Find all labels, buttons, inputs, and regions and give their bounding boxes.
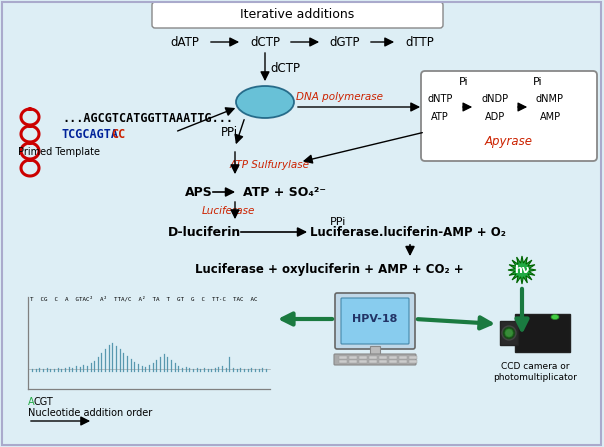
Text: dNTP: dNTP — [427, 94, 452, 104]
FancyBboxPatch shape — [421, 71, 597, 161]
FancyBboxPatch shape — [152, 2, 443, 28]
Bar — [399, 360, 407, 363]
Text: PPi: PPi — [330, 217, 346, 227]
Bar — [369, 360, 377, 363]
Text: dNMP: dNMP — [536, 94, 564, 104]
Text: CGT: CGT — [34, 397, 54, 407]
Text: D-luciferin: D-luciferin — [168, 225, 241, 239]
Text: Primed Template: Primed Template — [18, 147, 100, 157]
Text: CCD camera or
photomultiplicator: CCD camera or photomultiplicator — [493, 362, 577, 382]
Bar — [370, 346, 380, 354]
Text: dNDP: dNDP — [481, 94, 509, 104]
Ellipse shape — [551, 315, 559, 320]
Text: ADP: ADP — [485, 112, 505, 122]
Text: PPi: PPi — [221, 126, 238, 139]
Bar — [399, 356, 407, 359]
Text: dATP: dATP — [170, 35, 199, 49]
Text: dCTP: dCTP — [270, 63, 300, 76]
Ellipse shape — [236, 86, 294, 118]
Bar — [339, 356, 347, 359]
Text: dCTP: dCTP — [250, 35, 280, 49]
Bar — [379, 356, 387, 359]
Text: Apyrase: Apyrase — [485, 135, 533, 148]
FancyBboxPatch shape — [341, 298, 409, 344]
Bar — [379, 360, 387, 363]
Polygon shape — [508, 256, 536, 284]
Text: Pi: Pi — [533, 77, 543, 87]
Bar — [389, 360, 397, 363]
Text: CC: CC — [111, 128, 125, 142]
Text: AMP: AMP — [539, 112, 561, 122]
Ellipse shape — [505, 329, 513, 337]
Bar — [409, 360, 417, 363]
Text: Iterative additions: Iterative additions — [240, 8, 355, 21]
FancyBboxPatch shape — [334, 354, 416, 365]
Text: T  CG  C  A  GTAC²  A²  TTA/C  A²  TA  T  GT  G  C  TT·C  TAC  AC: T CG C A GTAC² A² TTA/C A² TA T GT G C T… — [30, 296, 257, 302]
Text: dGTP: dGTP — [330, 35, 360, 49]
Ellipse shape — [502, 326, 516, 340]
Bar — [515, 314, 570, 352]
Text: Pi: Pi — [459, 77, 469, 87]
Text: Luciferase + oxyluciferin + AMP + CO₂ +: Luciferase + oxyluciferin + AMP + CO₂ + — [195, 263, 464, 277]
Text: DNA polymerase: DNA polymerase — [296, 92, 383, 102]
Text: ATP + SO₄²⁻: ATP + SO₄²⁻ — [243, 186, 326, 198]
Bar — [349, 360, 357, 363]
Bar — [339, 360, 347, 363]
Bar — [389, 356, 397, 359]
Text: Luciferase.luciferin-AMP + O₂: Luciferase.luciferin-AMP + O₂ — [310, 225, 506, 239]
Text: Nucleotide addition order: Nucleotide addition order — [28, 408, 152, 418]
Text: HPV-18: HPV-18 — [352, 314, 397, 324]
Bar — [359, 356, 367, 359]
Text: hν: hν — [515, 265, 530, 275]
Text: TCGCAGTA: TCGCAGTA — [62, 128, 119, 142]
Text: APS: APS — [185, 186, 213, 198]
FancyBboxPatch shape — [335, 293, 415, 349]
Text: Luciferase: Luciferase — [201, 206, 255, 216]
Text: ...AGCGTCATGGTTAAATTG...: ...AGCGTCATGGTTAAATTG... — [62, 113, 233, 126]
Text: dTTP: dTTP — [406, 35, 434, 49]
Bar — [500, 321, 518, 345]
Text: ATP: ATP — [431, 112, 449, 122]
Bar — [359, 360, 367, 363]
Bar — [409, 356, 417, 359]
Text: A: A — [28, 397, 34, 407]
Bar — [369, 356, 377, 359]
Bar — [349, 356, 357, 359]
Text: ATP Sulfurylase: ATP Sulfurylase — [230, 160, 310, 170]
